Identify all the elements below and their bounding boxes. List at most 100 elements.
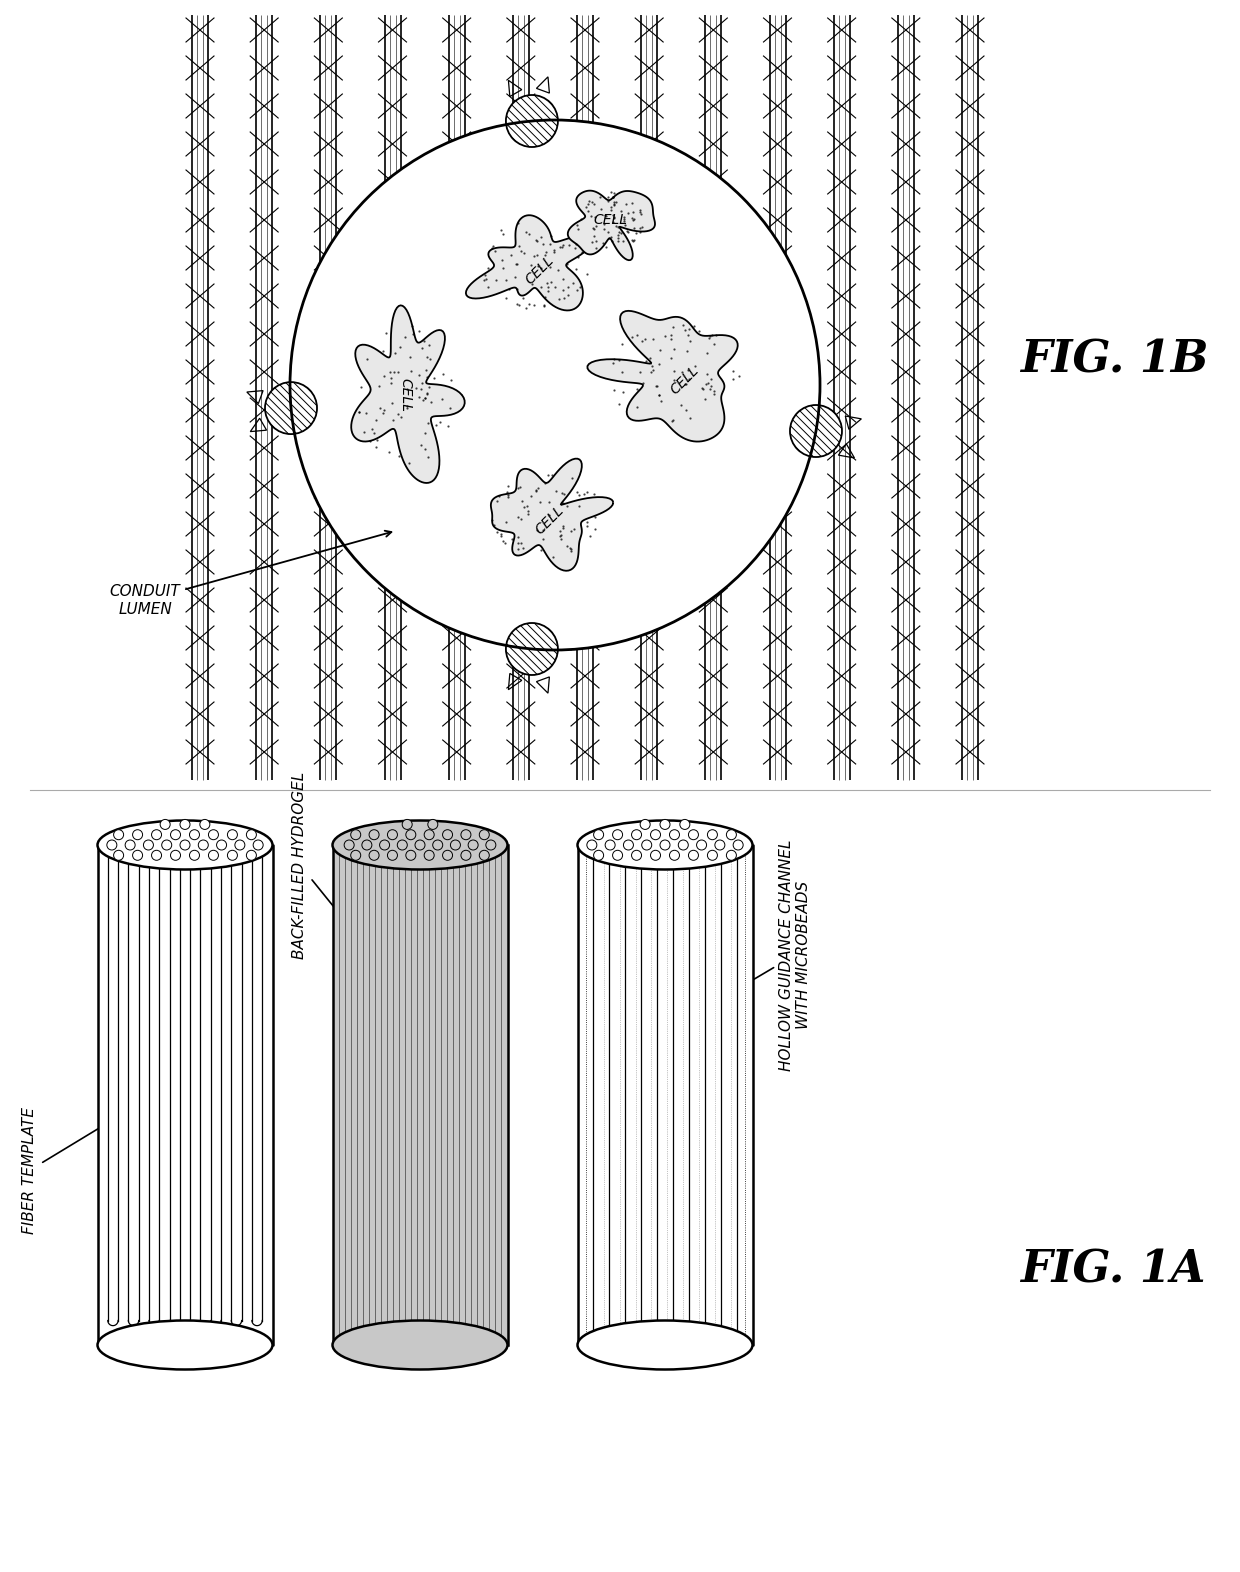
Text: FIG. 1B: FIG. 1B (1021, 338, 1209, 382)
Circle shape (362, 839, 372, 850)
Circle shape (428, 819, 438, 830)
Circle shape (379, 839, 389, 850)
Circle shape (208, 830, 218, 839)
Circle shape (180, 839, 190, 850)
Ellipse shape (98, 1320, 273, 1369)
Circle shape (351, 850, 361, 860)
Circle shape (469, 839, 479, 850)
Ellipse shape (332, 821, 507, 869)
Circle shape (640, 819, 650, 830)
Circle shape (727, 830, 737, 839)
Circle shape (227, 850, 237, 860)
Circle shape (443, 830, 453, 839)
Circle shape (370, 830, 379, 839)
Circle shape (171, 830, 181, 839)
Circle shape (688, 830, 698, 839)
Circle shape (461, 830, 471, 839)
Text: CELL: CELL (533, 503, 567, 538)
Circle shape (433, 839, 443, 850)
Ellipse shape (98, 821, 273, 869)
Circle shape (506, 623, 558, 674)
Circle shape (660, 819, 670, 830)
Polygon shape (351, 305, 465, 483)
Ellipse shape (332, 1320, 507, 1369)
Circle shape (234, 839, 244, 850)
Circle shape (198, 839, 208, 850)
Circle shape (727, 850, 737, 860)
Text: FIG. 1A: FIG. 1A (1021, 1248, 1205, 1292)
Circle shape (450, 839, 460, 850)
Circle shape (486, 839, 496, 850)
Circle shape (660, 839, 670, 850)
Circle shape (707, 850, 718, 860)
Circle shape (642, 839, 652, 850)
Circle shape (415, 839, 425, 850)
Circle shape (443, 850, 453, 860)
Circle shape (125, 839, 135, 850)
Circle shape (594, 830, 604, 839)
Circle shape (688, 850, 698, 860)
Circle shape (506, 94, 558, 148)
Circle shape (605, 839, 615, 850)
Circle shape (715, 839, 725, 850)
Text: BACK-FILLED HYDROGEL: BACK-FILLED HYDROGEL (293, 772, 402, 992)
Circle shape (114, 830, 124, 839)
Circle shape (161, 839, 171, 850)
Circle shape (253, 839, 263, 850)
Circle shape (114, 850, 124, 860)
Circle shape (707, 830, 718, 839)
Circle shape (651, 830, 661, 839)
Circle shape (480, 830, 490, 839)
Circle shape (651, 850, 661, 860)
Circle shape (387, 850, 398, 860)
Circle shape (180, 819, 190, 830)
Circle shape (171, 850, 181, 860)
Circle shape (480, 850, 490, 860)
Polygon shape (466, 215, 593, 310)
Circle shape (678, 839, 688, 850)
Circle shape (587, 839, 596, 850)
Circle shape (405, 830, 415, 839)
Text: HOLLOW GUIDANCE CHANNEL
WITH MICROBEADS: HOLLOW GUIDANCE CHANNEL WITH MICROBEADS (689, 839, 811, 1071)
Circle shape (107, 839, 117, 850)
Circle shape (133, 850, 143, 860)
Circle shape (151, 830, 161, 839)
FancyBboxPatch shape (578, 846, 753, 1346)
Polygon shape (588, 311, 738, 442)
Circle shape (351, 830, 361, 839)
Circle shape (144, 839, 154, 850)
Circle shape (461, 850, 471, 860)
Circle shape (247, 850, 257, 860)
Circle shape (631, 850, 641, 860)
Circle shape (190, 850, 200, 860)
Circle shape (680, 819, 689, 830)
Text: CELL: CELL (523, 253, 557, 288)
Circle shape (345, 839, 355, 850)
Circle shape (151, 850, 161, 860)
Circle shape (227, 830, 237, 839)
Circle shape (670, 830, 680, 839)
Circle shape (790, 406, 842, 457)
Circle shape (733, 839, 743, 850)
Ellipse shape (578, 1320, 753, 1369)
Circle shape (424, 830, 434, 839)
Text: CELL: CELL (668, 363, 702, 398)
Text: FIBER TEMPLATE: FIBER TEMPLATE (22, 1072, 191, 1234)
Text: CONDUIT
LUMEN: CONDUIT LUMEN (109, 531, 392, 616)
Text: CELL: CELL (398, 377, 412, 412)
Polygon shape (568, 190, 655, 261)
Circle shape (160, 819, 170, 830)
Ellipse shape (578, 821, 753, 869)
FancyBboxPatch shape (332, 846, 507, 1346)
FancyBboxPatch shape (98, 846, 273, 1346)
Circle shape (424, 850, 434, 860)
Circle shape (594, 850, 604, 860)
Circle shape (613, 830, 622, 839)
Circle shape (265, 382, 317, 434)
Circle shape (624, 839, 634, 850)
Circle shape (697, 839, 707, 850)
Circle shape (133, 830, 143, 839)
Circle shape (405, 850, 415, 860)
Circle shape (397, 839, 407, 850)
Text: CELL: CELL (593, 212, 627, 226)
